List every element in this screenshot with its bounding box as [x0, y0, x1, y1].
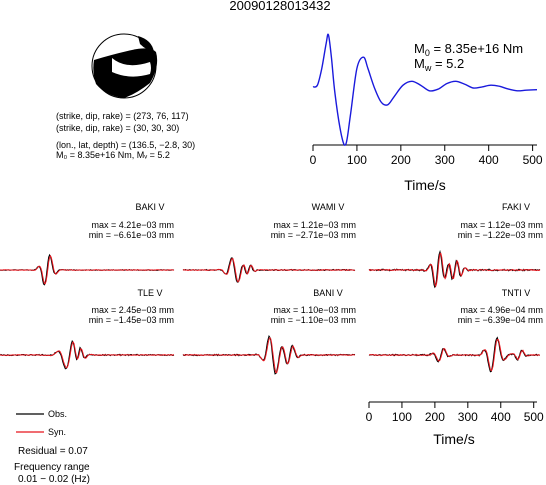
station-max: max = 4.96e−04 mm [460, 305, 543, 315]
stf-xlabel: Time/s [404, 177, 445, 193]
stf-mw: Mw = 5.2 [414, 56, 464, 73]
legend-obs-label: Obs. [48, 409, 67, 419]
bottom-tick-label: 200 [425, 410, 445, 424]
stf-m0: M0 = 8.35e+16 Nm [414, 41, 523, 58]
stf-tick-label: 200 [391, 153, 411, 167]
bottom-tick-label: 0 [366, 410, 373, 424]
syn-trace [369, 338, 540, 372]
focal-line-3: (lon., lat, depth) = (136.5, −2.8, 30) [56, 140, 195, 150]
station-min: min = −1.10e−03 mm [271, 315, 356, 325]
station-max: max = 1.10e−03 mm [273, 305, 356, 315]
stf-tick-label: 0 [310, 153, 317, 167]
frequency-value: 0.01 − 0.02 (Hz) [18, 474, 90, 485]
stf-tick-label: 300 [435, 153, 455, 167]
bottom-xlabel: Time/s [433, 431, 474, 447]
station-max: max = 1.12e−03 mm [460, 220, 543, 230]
station-max: max = 4.21e−03 mm [91, 220, 174, 230]
legend-syn-label: Syn. [48, 427, 66, 437]
station-max: max = 1.21e−03 mm [273, 220, 356, 230]
frequency-label: Frequency range [14, 462, 90, 473]
legend: Obs. Syn. [16, 409, 67, 437]
stf-tick-label: 400 [479, 153, 499, 167]
bottom-time-axis: 0 100 200 300 400 500 Time/s [366, 401, 544, 447]
bottom-tick-label: 400 [491, 410, 511, 424]
stf-tick-label: 500 [523, 153, 543, 167]
station-name: WAMI V [312, 202, 345, 212]
focal-line-2: (strike, dip, rake) = (30, 30, 30) [56, 123, 179, 133]
bottom-tick-label: 300 [458, 410, 478, 424]
station-name: TLE V [137, 288, 162, 298]
station-min: min = −1.22e−03 mm [458, 230, 543, 240]
station-min: min = −6.61e−03 mm [89, 230, 174, 240]
beachball-icon [91, 33, 158, 99]
syn-trace [182, 336, 356, 374]
station-name: TNTI V [502, 288, 531, 298]
station-name: FAKI V [502, 202, 530, 212]
station-max: max = 2.45e−03 mm [91, 305, 174, 315]
residual-text: Residual = 0.07 [18, 446, 88, 457]
station-min: min = −6.39e−04 mm [458, 315, 543, 325]
station-min: min = −1.45e−03 mm [89, 315, 174, 325]
focal-line-1: (strike, dip, rake) = (273, 76, 117) [56, 111, 189, 121]
stf-series-line [312, 33, 538, 146]
bottom-tick-label: 500 [524, 410, 544, 424]
station-name: BANI V [313, 288, 343, 298]
station-min: min = −2.71e−03 mm [271, 230, 356, 240]
syn-trace [182, 258, 356, 283]
syn-trace [0, 340, 174, 369]
stf-plot: 0 100 200 300 400 500 M0 = 8.35e+16 Nm Mw = 5… [310, 33, 543, 193]
focal-line-4: M₀ = 8.35e+16 Nm, Mᵥ = 5.2 [56, 150, 170, 160]
station-name: BAKI V [135, 202, 164, 212]
stf-tick-label: 100 [347, 153, 367, 167]
figure-title: 20090128013432 [229, 0, 330, 13]
bottom-tick-label: 100 [392, 410, 412, 424]
syn-trace [368, 252, 541, 288]
syn-trace [0, 255, 175, 285]
